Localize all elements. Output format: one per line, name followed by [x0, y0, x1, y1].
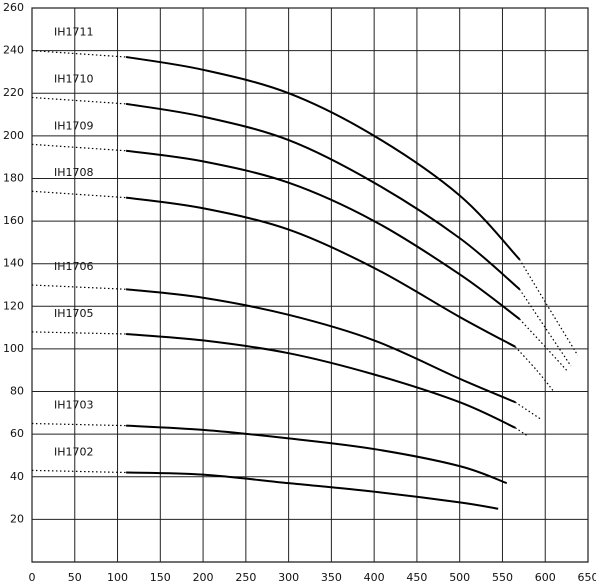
y-tick-label: 60: [10, 427, 24, 440]
curve-label: IH1710: [54, 72, 94, 85]
x-tick-label: 150: [150, 571, 171, 584]
y-tick-label: 260: [3, 1, 24, 14]
curve: [125, 288, 516, 404]
curve-label: IH1711: [54, 26, 94, 39]
dotted-curve: [31, 143, 127, 152]
dotted-curve: [514, 346, 555, 392]
y-tick-label: 20: [10, 512, 24, 525]
dotted-curve: [514, 427, 529, 437]
y-tick-label: 160: [3, 214, 24, 227]
y-tick-label: 180: [3, 171, 24, 184]
x-tick-label: 550: [492, 571, 513, 584]
curve: [126, 333, 516, 429]
y-tick-label: 100: [3, 342, 24, 355]
x-tick-label: 0: [29, 571, 36, 584]
curve: [125, 149, 521, 320]
dotted-curve: [31, 469, 127, 474]
curve: [126, 471, 499, 510]
x-tick-label: 250: [235, 571, 256, 584]
dotted-curve: [31, 96, 127, 105]
y-tick-label: 140: [3, 257, 24, 270]
dotted-curve: [514, 401, 542, 420]
dotted-curve: [519, 318, 568, 371]
dotted-curve: [519, 259, 579, 356]
y-tick-label: 220: [3, 86, 24, 99]
curve-label: IH1706: [54, 260, 94, 273]
x-tick-label: 500: [449, 571, 470, 584]
x-tick-label: 450: [406, 571, 427, 584]
y-tick-label: 80: [10, 385, 24, 398]
curve: [125, 56, 521, 261]
plot-frame: [31, 7, 589, 563]
curve-label: IH1702: [54, 445, 94, 458]
curve: [126, 424, 508, 485]
curve-label: IH1708: [54, 166, 94, 179]
y-tick-label: 240: [3, 44, 24, 57]
x-tick-label: 400: [364, 571, 385, 584]
y-tick-label: 200: [3, 129, 24, 142]
x-tick-label: 600: [535, 571, 556, 584]
curve-label: IH1703: [54, 399, 94, 412]
curve: [125, 102, 521, 291]
curve-label: IH1709: [54, 119, 94, 132]
x-tick-label: 650: [578, 571, 596, 584]
curve-label: IH1705: [54, 307, 94, 320]
dotted-curve: [31, 331, 127, 335]
x-tick-label: 100: [107, 571, 128, 584]
y-tick-label: 120: [3, 299, 24, 312]
x-tick-label: 350: [321, 571, 342, 584]
dotted-curve: [31, 190, 127, 199]
x-tick-label: 200: [193, 571, 214, 584]
curve: [125, 196, 516, 348]
x-tick-label: 50: [68, 571, 82, 584]
y-tick-label: 40: [10, 470, 24, 483]
dotted-curve: [31, 284, 127, 290]
dotted-curve: [31, 422, 127, 427]
x-tick-label: 300: [278, 571, 299, 584]
dotted-curve: [31, 50, 127, 58]
